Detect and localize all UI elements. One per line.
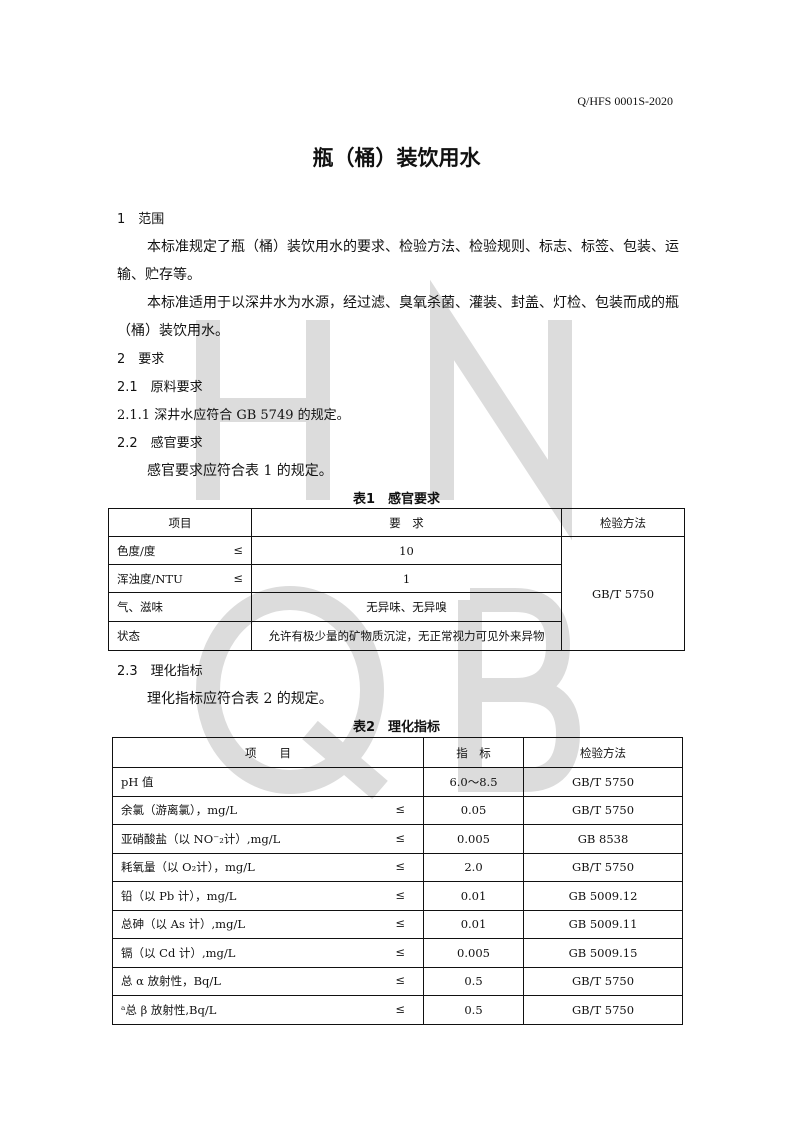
item-label: 总 α 放射性，Bq/L <box>121 974 221 989</box>
paragraph: 理化指标应符合表 2 的规定。 <box>147 691 333 707</box>
cell-item: ᵃ总 β 放射性,Bq/L ≤ <box>112 995 424 1025</box>
cell-value: 0.01 <box>423 881 524 911</box>
paragraph: 输、贮存等。 <box>117 267 201 283</box>
th: 项目 <box>108 508 252 537</box>
th: 要 求 <box>251 508 562 537</box>
cell-value: 6.0～8.5 <box>423 767 524 797</box>
le-sign: ≤ <box>395 802 405 817</box>
cell-method: GB/T 5750 <box>561 536 685 651</box>
table-row: 总砷（以 As 计）,mg/L ≤0.01 GB 5009.11 <box>112 909 683 939</box>
subsection-heading: 2.1 原料要求 <box>117 380 203 395</box>
th: 检验方法 <box>561 508 685 537</box>
cell-method: GB 5009.12 <box>523 881 683 911</box>
table-row: 耗氧量（以 O₂计），mg/L ≤2.0 GB/T 5750 <box>112 852 683 882</box>
item-label: 铅（以 Pb 计），mg/L <box>121 888 237 903</box>
cell-item: 浑浊度/NTU ≤ <box>108 564 252 593</box>
table-row: 余氯（游离氯），mg/L ≤0.05 GB/T 5750 <box>112 795 683 825</box>
standard-code: Q/HFS 0001S-2020 <box>577 94 673 108</box>
le-sign: ≤ <box>395 830 405 845</box>
cell-item: pH 值 <box>112 767 424 797</box>
le-sign: ≤ <box>395 973 405 988</box>
cell-req: 10 <box>251 536 562 565</box>
paragraph: 本标准适用于以深井水为水源，经过滤、臭氧杀菌、灌装、封盖、灯检、包装而成的瓶 <box>147 295 679 311</box>
cell-item: 总砷（以 As 计）,mg/L ≤ <box>112 909 424 939</box>
item-label: ᵃ总 β 放射性,Bq/L <box>121 1002 217 1017</box>
cell-value: 0.01 <box>423 909 524 939</box>
cell-value: 2.0 <box>423 852 524 882</box>
table1: 项目要 求检验方法 色度/度 ≤10 GB/T 5750 浑浊度/NTU ≤1 气、滋… <box>108 508 685 651</box>
cell-req: 1 <box>251 564 562 593</box>
le-sign: ≤ <box>395 916 405 931</box>
item-label: 亚硝酸盐（以 NO⁻₂计）,mg/L <box>121 831 281 846</box>
le-sign: ≤ <box>395 1001 405 1016</box>
cell-item: 余氯（游离氯），mg/L ≤ <box>112 795 424 825</box>
paragraph: 感官要求应符合表 1 的规定。 <box>147 463 333 479</box>
cell-method: GB 5009.11 <box>523 909 683 939</box>
cell-value: 0.05 <box>423 795 524 825</box>
le-sign: ≤ <box>395 887 405 902</box>
item-label: 总砷（以 As 计）,mg/L <box>121 917 245 932</box>
paragraph: 2.1.1 深井水应符合 GB 5749 的规定。 <box>117 408 350 423</box>
cell-value: 0.5 <box>423 966 524 996</box>
cell-item: 耗氧量（以 O₂计），mg/L ≤ <box>112 852 424 882</box>
table-row: ᵃ总 β 放射性,Bq/L ≤0.5 GB/T 5750 <box>112 995 683 1025</box>
cell-value: 0.5 <box>423 995 524 1025</box>
cell-method: GB/T 5750 <box>523 995 683 1025</box>
cell-item: 铅（以 Pb 计），mg/L ≤ <box>112 881 424 911</box>
table-row: pH 值 6.0～8.5 GB/T 5750 <box>112 767 683 797</box>
table2: 项 目指 标检验方法 pH 值 6.0～8.5 GB/T 5750 余氯（游离氯），m… <box>112 737 683 1025</box>
item-label: 浑浊度/NTU <box>117 571 183 586</box>
cell-method: GB/T 5750 <box>523 852 683 882</box>
cell-item: 色度/度 ≤ <box>108 536 252 565</box>
cell-req: 无异味、无异嗅 <box>251 592 562 622</box>
table-row: 亚硝酸盐（以 NO⁻₂计）,mg/L ≤0.005 GB 8538 <box>112 824 683 854</box>
th: 检验方法 <box>523 737 683 768</box>
paragraph: （桶）装饮用水。 <box>117 323 229 339</box>
table-row: 铅（以 Pb 计），mg/L ≤0.01 GB 5009.12 <box>112 881 683 911</box>
cell-item: 镉（以 Cd 计）,mg/L ≤ <box>112 938 424 968</box>
le-sign: ≤ <box>395 944 405 959</box>
cell-value: 0.005 <box>423 938 524 968</box>
le-sign: ≤ <box>395 859 405 874</box>
table-row: 镉（以 Cd 计）,mg/L ≤0.005 GB 5009.15 <box>112 938 683 968</box>
cell-item: 气、滋味 <box>108 592 252 622</box>
subsection-heading: 2.2 感官要求 <box>117 436 203 451</box>
cell-method: GB 8538 <box>523 824 683 854</box>
le-sign: ≤ <box>233 570 243 585</box>
cell-method: GB/T 5750 <box>523 966 683 996</box>
le-sign: ≤ <box>233 542 243 557</box>
cell-value: 0.005 <box>423 824 524 854</box>
cell-method: GB/T 5750 <box>523 767 683 797</box>
cell-item: 亚硝酸盐（以 NO⁻₂计）,mg/L ≤ <box>112 824 424 854</box>
cell-item: 总 α 放射性，Bq/L ≤ <box>112 966 424 996</box>
paragraph: 本标准规定了瓶（桶）装饮用水的要求、检验方法、检验规则、标志、标签、包装、运 <box>147 239 679 255</box>
watermark-letter-n <box>430 279 572 541</box>
item-label: 色度/度 <box>117 543 156 558</box>
item-label: pH 值 <box>121 774 154 789</box>
section-heading: 1 范围 <box>117 212 165 227</box>
cell-item: 状态 <box>108 621 252 651</box>
table-row: 总 α 放射性，Bq/L ≤0.5 GB/T 5750 <box>112 966 683 996</box>
section-heading: 2 要求 <box>117 352 165 367</box>
watermark-letter-h <box>196 320 330 500</box>
item-label: 镉（以 Cd 计）,mg/L <box>121 945 236 960</box>
cell-method: GB 5009.15 <box>523 938 683 968</box>
item-label: 耗氧量（以 O₂计），mg/L <box>121 860 255 875</box>
table1-caption: 表1 感官要求 <box>352 492 441 507</box>
item-label: 余氯（游离氯），mg/L <box>121 803 238 818</box>
cell-req: 允许有极少量的矿物质沉淀，无正常视力可见外来异物 <box>251 621 562 651</box>
cell-method: GB/T 5750 <box>523 795 683 825</box>
subsection-heading: 2.3 理化指标 <box>117 664 203 679</box>
th: 项 目 <box>112 737 424 768</box>
document-title: 瓶（桶）装饮用水 <box>312 146 481 170</box>
th: 指 标 <box>423 737 524 768</box>
table2-caption: 表2 理化指标 <box>352 720 441 735</box>
